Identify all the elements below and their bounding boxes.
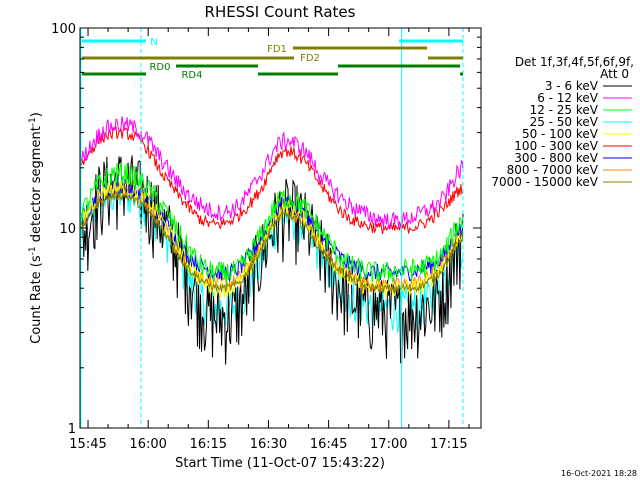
y-tick-label: 100	[51, 22, 76, 37]
x-tick-label: 16:00	[129, 437, 166, 452]
y-axis-label: Count Rate (s-1 detector segment-1)	[28, 112, 44, 344]
x-tick-label: 17:15	[430, 437, 467, 452]
annotation-bars: N FD1 FD2 RD0 RD4	[80, 28, 464, 428]
x-tick-label: 16:45	[310, 437, 347, 452]
y-tick-label: 10	[59, 222, 76, 237]
x-tick-label: 16:15	[190, 437, 227, 452]
series-line-25-50keV	[80, 174, 464, 333]
axes: 15:45 16:00 16:15 16:30 16:45 17:00 17:15 1 10 10…	[51, 22, 481, 452]
legend-header-detectors: Det 1f,3f,4f,5f,6f,9f,	[515, 55, 634, 69]
series-line-6-12keV	[80, 116, 464, 230]
annotation-label-rd4: RD4	[181, 70, 202, 81]
legend-entry-label: 800 - 7000 keV	[507, 163, 599, 177]
plot-series-group	[80, 116, 464, 366]
series-line-7000-15000keV	[80, 190, 464, 294]
legend-entry-label: 6 - 12 keV	[537, 91, 599, 105]
x-tick-label: 16:30	[250, 437, 287, 452]
legend-entry-label: 3 - 6 keV	[545, 79, 599, 93]
annotation-label-rd0: RD0	[149, 62, 170, 73]
legend: Det 1f,3f,4f,5f,6f,9f, Att 0 3 - 6 keV6 …	[491, 55, 634, 189]
chart-title: RHESSI Count Rates	[205, 3, 356, 21]
annotation-label-n: N	[150, 37, 157, 48]
legend-header-attenuator: Att 0	[600, 67, 629, 81]
annotation-label-fd2: FD2	[300, 53, 320, 64]
legend-entry-label: 100 - 300 keV	[514, 139, 598, 153]
legend-entry-label: 25 - 50 keV	[530, 115, 599, 129]
annotation-label-fd1: FD1	[267, 44, 287, 55]
legend-entry-label: 50 - 100 keV	[522, 127, 599, 141]
series-line-100-300keV	[80, 126, 464, 235]
x-axis-label: Start Time (11-Oct-07 15:43:22)	[175, 456, 385, 471]
y-tick-label: 1	[68, 422, 76, 437]
x-tick-label: 15:45	[69, 437, 106, 452]
legend-entry-label: 7000 - 15000 keV	[491, 175, 598, 189]
x-tick-label: 17:00	[370, 437, 407, 452]
legend-entry-label: 12 - 25 keV	[530, 103, 599, 117]
legend-entry-label: 300 - 800 keV	[514, 151, 598, 165]
render-timestamp: 16-Oct-2021 18:28	[561, 469, 637, 478]
series-line-12-25keV	[80, 161, 464, 285]
series-line-3-6keV	[80, 155, 464, 366]
